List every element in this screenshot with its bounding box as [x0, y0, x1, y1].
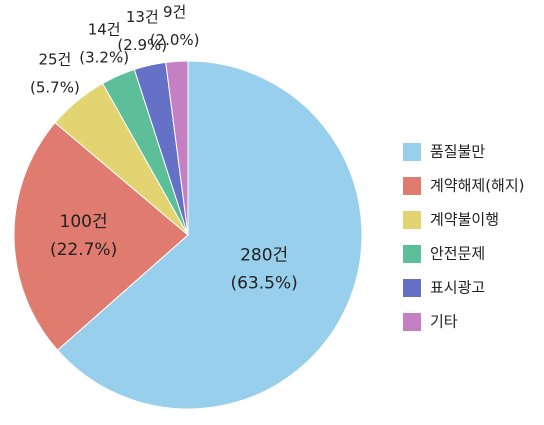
legend-swatch	[403, 211, 421, 229]
legend-swatch	[403, 143, 421, 161]
percent-label: (3.2%)	[79, 48, 129, 66]
percent-label: (22.7%)	[50, 240, 117, 260]
legend-label: 기타	[430, 313, 458, 331]
pie-slice	[165, 60, 189, 236]
legend-swatch	[403, 177, 421, 195]
legend-label: 품질불만	[430, 143, 485, 161]
pie-slice	[13, 121, 189, 351]
legend-swatch	[403, 279, 421, 297]
percent-label: (63.5%)	[230, 273, 297, 293]
value-label: 14건	[88, 20, 121, 38]
percent-label: (5.7%)	[30, 79, 80, 97]
value-label: 280건	[240, 245, 288, 265]
value-label: 100건	[60, 212, 108, 232]
legend-label: 계약해제(해지)	[430, 177, 525, 195]
legend-swatch	[403, 313, 421, 331]
percent-label: (2.9%)	[117, 36, 167, 54]
value-label: 25건	[38, 51, 71, 69]
value-label: 9건	[163, 3, 186, 21]
legend-label: 안전문제	[430, 245, 485, 263]
pie-slice	[56, 60, 363, 410]
legend-label: 계약불이행	[430, 211, 499, 229]
legend-swatch	[403, 245, 421, 263]
value-label: 13건	[126, 8, 159, 26]
percent-label: (2.0%)	[150, 31, 200, 49]
legend-label: 표시광고	[430, 279, 485, 297]
